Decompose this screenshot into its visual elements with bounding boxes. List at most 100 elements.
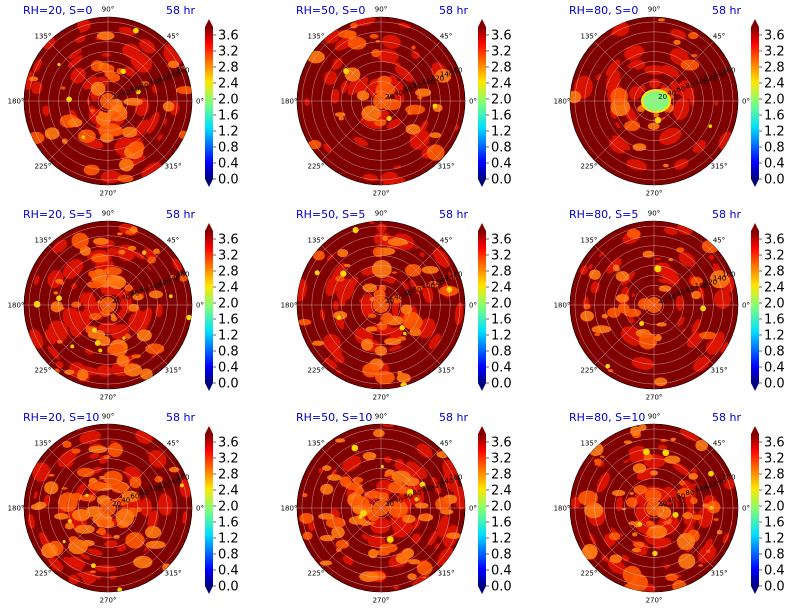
field-patch (658, 537, 666, 544)
field-patch (87, 481, 107, 491)
angle-tick-label: 225° (35, 367, 52, 375)
intensity-field (25, 19, 192, 184)
field-patch (145, 451, 150, 455)
angle-tick-label: 135° (35, 439, 52, 447)
colorbar-tick-label: 2.4 (764, 484, 785, 499)
field-patch (419, 481, 426, 488)
field-patch (145, 343, 165, 355)
colorbar-tick-label: 3.2 (764, 249, 785, 264)
field-patch (408, 559, 421, 565)
angle-tick-label: 270° (373, 597, 390, 605)
field-patch (136, 329, 152, 342)
field-patch (337, 248, 349, 258)
field-patch (621, 507, 627, 511)
field-patch (386, 116, 392, 122)
angle-tick-label: 270° (373, 394, 390, 402)
radial-tick-label: 20 (658, 93, 667, 101)
colorbar-tick-label: 0.0 (218, 173, 239, 188)
field-patch (343, 263, 351, 267)
radial-tick-label: 80 (686, 286, 695, 294)
field-patch (396, 373, 411, 383)
field-patch (664, 455, 681, 464)
colorbar-tick-label: 2.0 (764, 93, 785, 108)
field-patch (665, 573, 679, 581)
field-patch (404, 263, 422, 277)
radial-tick-label: 140 (167, 71, 180, 79)
field-patch (383, 176, 406, 185)
radial-tick-label: 160 (449, 474, 462, 482)
field-patch (416, 285, 423, 292)
field-patch (688, 31, 699, 40)
grid-spoke (380, 245, 441, 306)
field-patch (66, 462, 74, 469)
field-patch (654, 334, 662, 342)
field-patch (690, 276, 703, 287)
field-patch (448, 271, 455, 281)
field-patch (414, 497, 419, 502)
colorbar-bar (751, 27, 759, 179)
colorbar-tick-label: 0.8 (764, 548, 785, 563)
grid-spoke (107, 245, 168, 306)
field-patch (578, 490, 598, 506)
field-patch (400, 304, 413, 315)
field-patch (678, 480, 686, 486)
angle-tick-label: 45° (713, 236, 725, 244)
field-patch (71, 232, 89, 249)
angle-tick-label: 0° (469, 302, 477, 310)
panel-title: RH=20, S=10 (23, 411, 99, 424)
angle-tick-label: 270° (373, 190, 390, 198)
colorbar-tick-label: 2.8 (218, 468, 239, 483)
field-patch (128, 141, 145, 154)
field-patch (140, 498, 153, 517)
field-patch (335, 275, 345, 282)
field-patch (670, 29, 687, 40)
field-patch (386, 275, 396, 284)
grid-spoke (321, 507, 382, 568)
field-patch (625, 497, 638, 508)
field-patch (402, 547, 415, 559)
field-patch (48, 473, 55, 477)
colorbar-extend-min (478, 586, 486, 594)
angle-tick-label: 0° (469, 505, 477, 513)
radial-tick-label: 140 (713, 478, 726, 486)
colorbar-tick-label: 0.0 (218, 377, 239, 392)
field-patch (307, 522, 315, 532)
field-patch (353, 17, 376, 27)
field-patch (71, 509, 91, 522)
colorbar-extend-min (205, 586, 213, 594)
field-patch (626, 159, 648, 171)
field-patch (74, 524, 95, 534)
field-patch (388, 345, 403, 352)
field-patch (387, 481, 407, 494)
field-patch (312, 250, 325, 261)
panel-time: 58 hr (166, 208, 195, 221)
colorbar-tick-label: 0.8 (491, 141, 512, 156)
angle-tick-label: 180° (554, 98, 571, 106)
field-patch (63, 556, 84, 572)
field-patch (92, 327, 97, 333)
field-patch (393, 79, 404, 91)
field-patch (323, 333, 341, 353)
colorbar-extend-max (205, 426, 213, 434)
field-patch (417, 95, 423, 100)
field-patch (50, 301, 64, 313)
field-patch (98, 322, 119, 334)
radial-tick-label: 120 (431, 481, 444, 489)
field-patch (454, 302, 464, 326)
field-patch (302, 531, 313, 541)
field-patch (662, 65, 680, 78)
field-patch (68, 536, 79, 543)
radial-tick-label: 100 (149, 282, 162, 290)
field-patch (691, 53, 698, 58)
field-patch (435, 68, 452, 83)
angle-tick-label: 90° (375, 6, 387, 14)
angle-tick-label: 315° (165, 570, 182, 578)
angle-tick-label: 315° (438, 367, 455, 375)
colorbar-tick-label: 2.0 (491, 297, 512, 312)
field-patch (386, 118, 402, 130)
field-patch (145, 540, 166, 549)
grid-spoke (321, 100, 382, 161)
grid-spoke (107, 448, 168, 509)
colorbar-tick-label: 0.4 (218, 157, 239, 172)
